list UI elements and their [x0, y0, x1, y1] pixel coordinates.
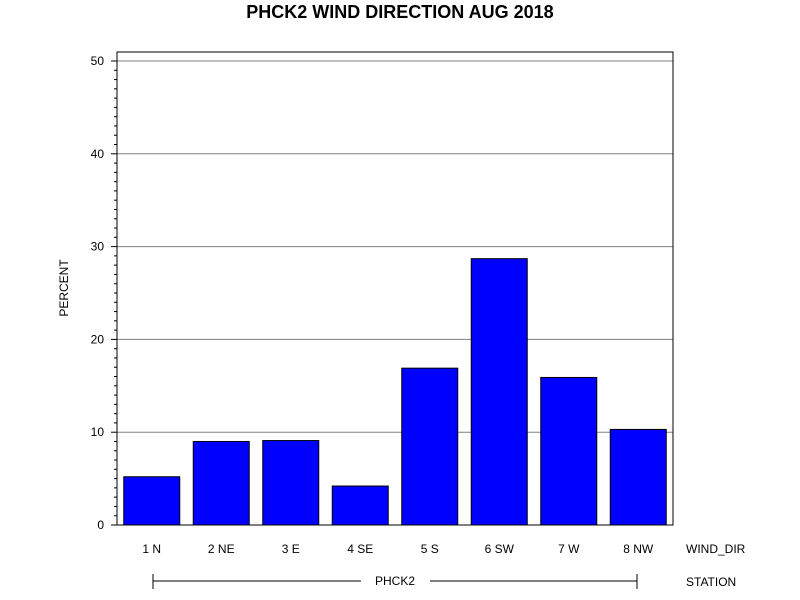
y-axis-label: PERCENT: [57, 259, 71, 317]
y-axis-ticks: 0 10 20 30 40 50: [91, 54, 117, 532]
grid-lines: [117, 60, 673, 433]
x-axis-label: WIND_DIR: [686, 542, 746, 556]
bar: [540, 376, 598, 526]
chart-title: PHCK2 WIND DIRECTION AUG 2018: [246, 2, 553, 22]
y-tick-label: 50: [91, 54, 105, 68]
bar: [262, 440, 320, 526]
x-tick-label: 8 NW: [623, 542, 654, 556]
y-tick-label: 30: [91, 240, 105, 254]
y-tick-label: 10: [91, 425, 105, 439]
x-tick-label: 7 W: [558, 542, 580, 556]
bar: [470, 258, 528, 526]
x-axis-tick-labels: 1 N 2 NE 3 E 4 SE 5 S 6 SW 7 W 8 NW: [142, 542, 654, 556]
x-tick-label: 2 NE: [208, 542, 235, 556]
x-tick-label: 5 S: [421, 542, 439, 556]
station-group-label: PHCK2: [375, 574, 415, 588]
x-tick-label: 3 E: [282, 542, 300, 556]
station-group-bracket: PHCK2: [152, 574, 638, 589]
x-tick-label: 1 N: [142, 542, 161, 556]
bars: [123, 258, 667, 526]
station-axis-label: STATION: [686, 575, 736, 589]
y-tick-label: 40: [91, 147, 105, 161]
bar: [401, 367, 459, 526]
bar: [123, 476, 181, 526]
plot-frame: [116, 51, 674, 526]
bar: [331, 485, 389, 526]
bar: [192, 440, 250, 526]
x-tick-label: 4 SE: [347, 542, 373, 556]
y-tick-label: 20: [91, 332, 105, 346]
x-tick-label: 6 SW: [485, 542, 515, 556]
bar: [609, 428, 667, 526]
y-tick-label: 0: [97, 518, 104, 532]
